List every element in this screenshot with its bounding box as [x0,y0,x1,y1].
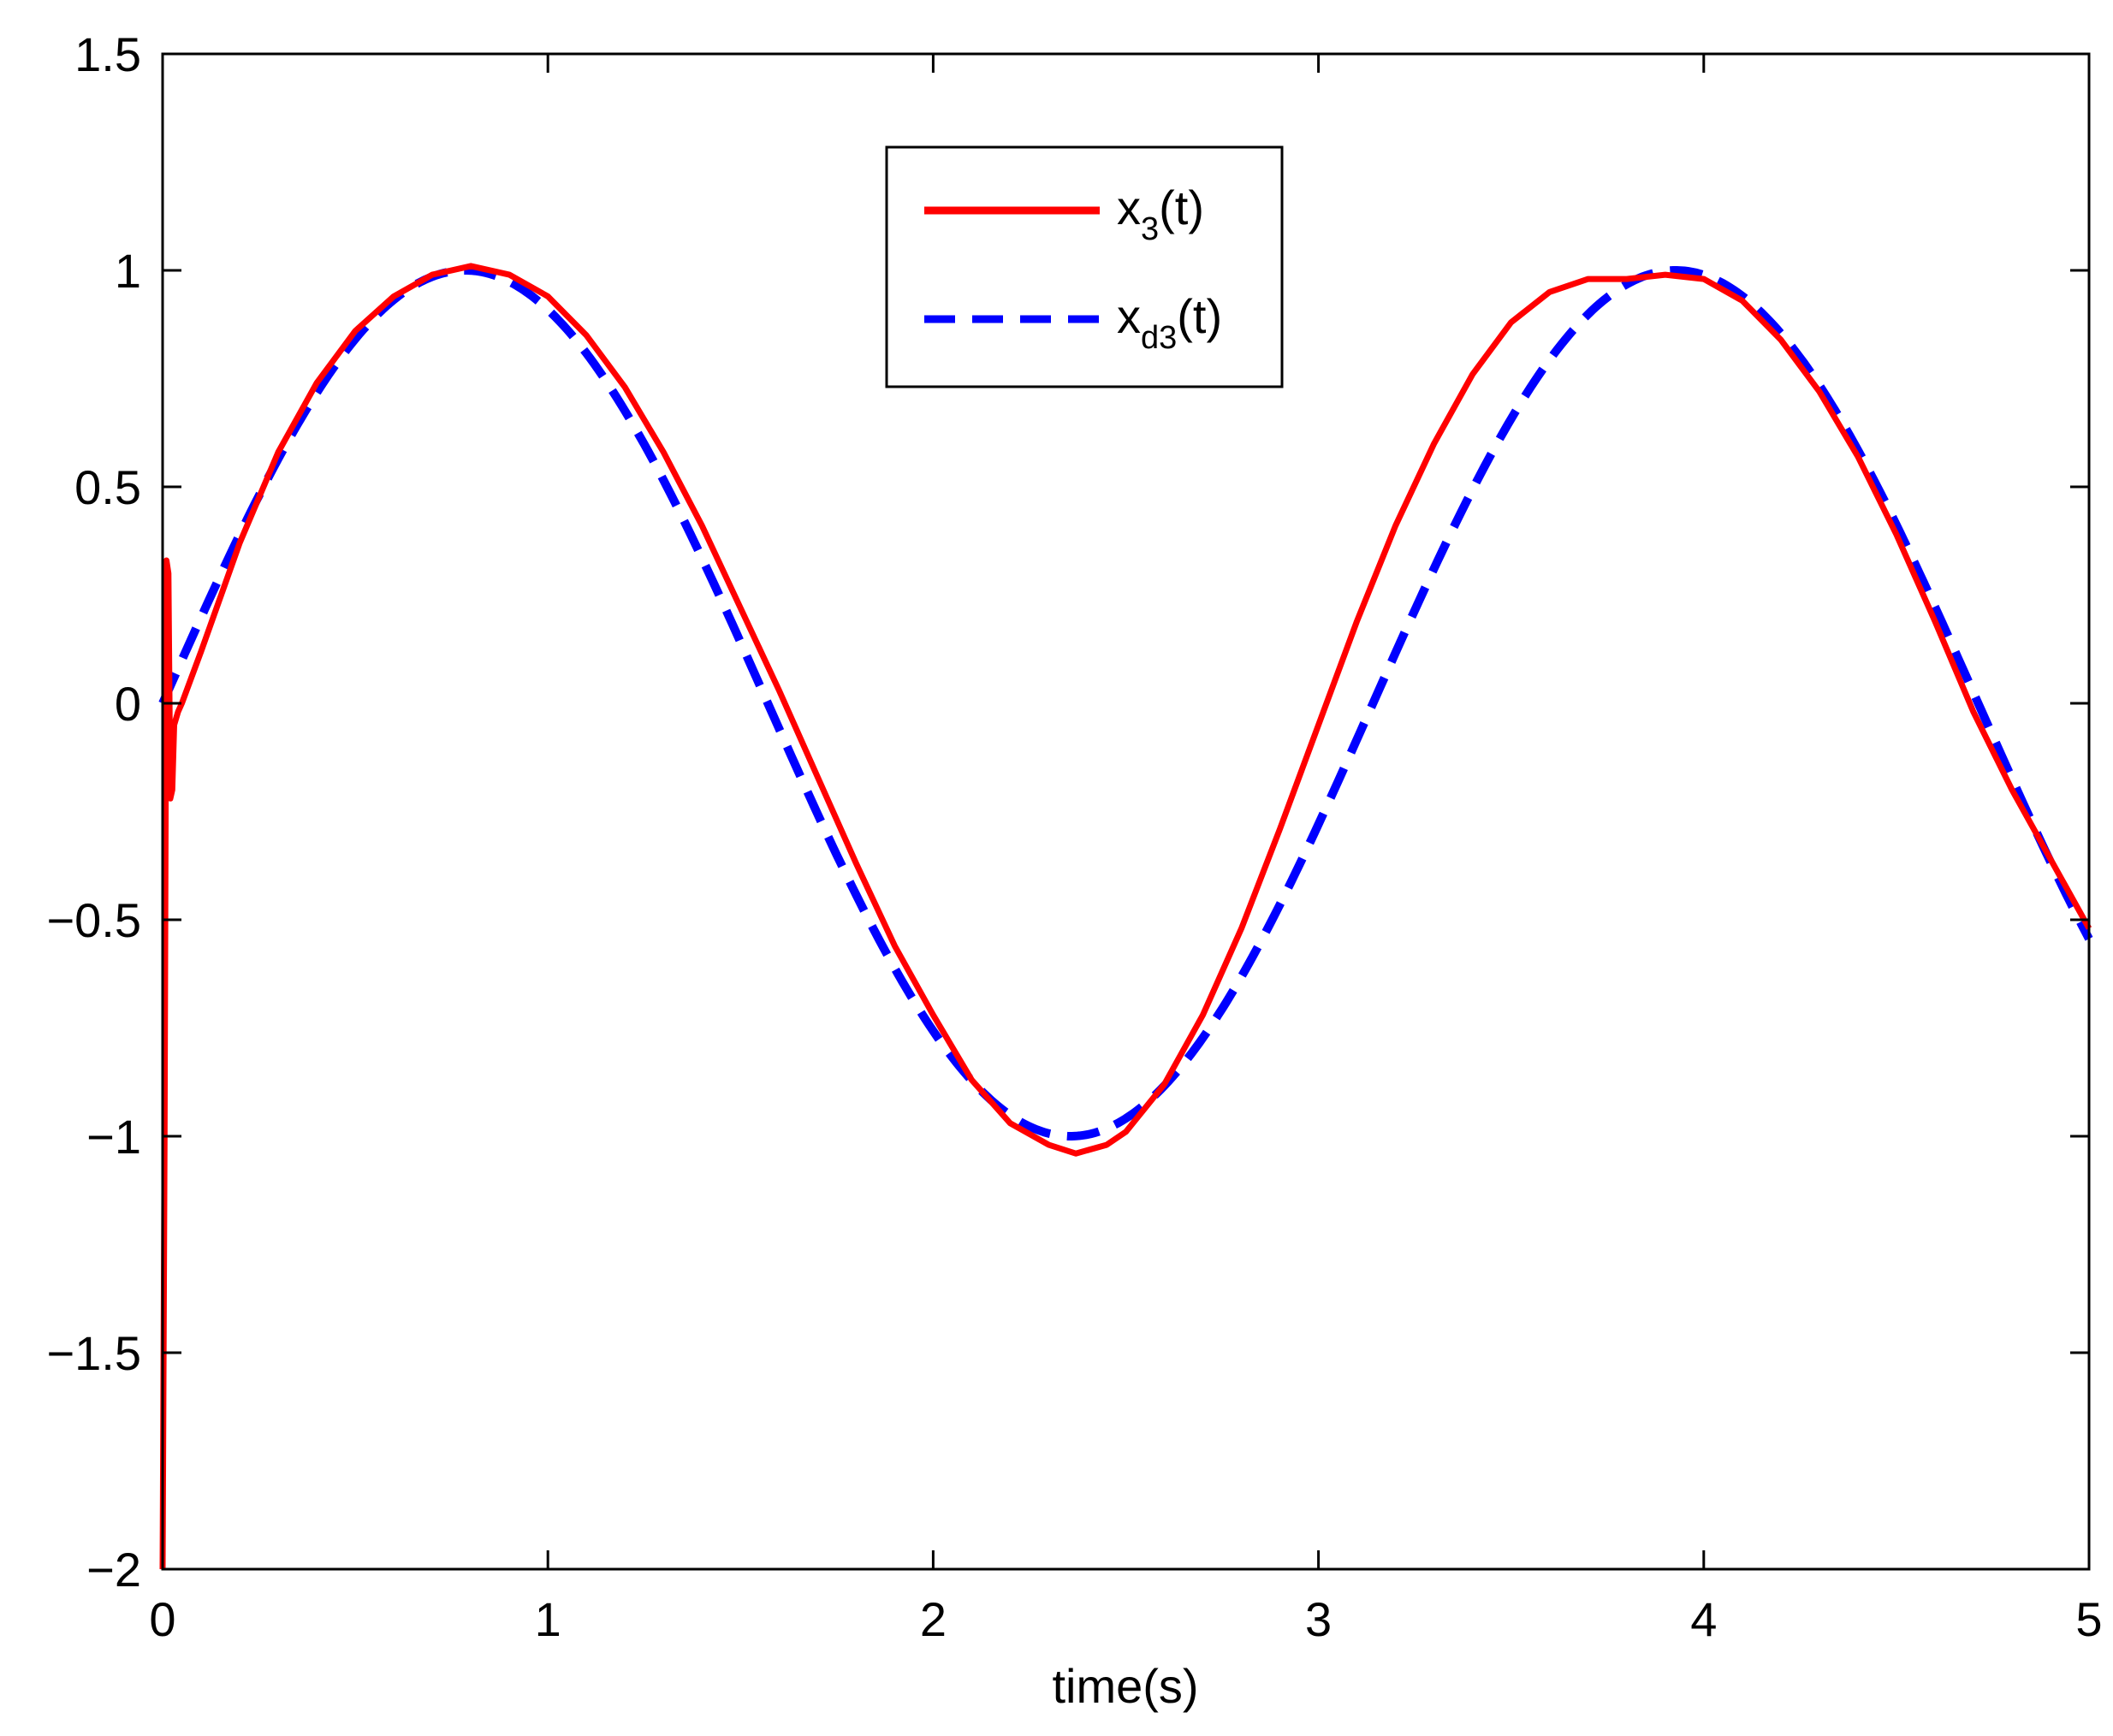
legend-box [885,145,1284,388]
x-tick-label: 1 [535,1592,561,1646]
legend-x3-sub: 3 [1141,211,1159,247]
series-x3-line [159,263,2092,1570]
y-tick-label: 1 [115,244,141,298]
legend-xd3-sub: d3 [1141,320,1177,356]
y-tick-label: 1.5 [74,27,141,81]
legend: x3(t) xd3(t) [885,145,1284,388]
x-tick-label: 0 [149,1592,175,1646]
legend-label-x3: x3(t) [1117,181,1204,247]
y-tick-label: −1.5 [46,1326,141,1380]
y-tick-label: 0 [115,677,141,731]
y-axis: −2 −1.5 −1 −0.5 0 0.5 1 1.5 [46,27,2089,1597]
x-tick-label: 4 [1690,1592,1717,1646]
y-tick-label: −2 [86,1543,141,1597]
legend-x3-main: x [1117,181,1141,234]
x-axis: 0 1 2 3 4 5 [149,54,2103,1646]
y-tick-label: −1 [86,1110,141,1164]
legend-xd3-rest: (t) [1177,289,1222,343]
y-tick-label: −0.5 [46,893,141,947]
legend-label-xd3: xd3(t) [1117,289,1222,356]
y-tick-label: 0.5 [74,460,141,514]
x-tick-label: 5 [2075,1592,2102,1646]
axes-box [161,52,2091,1571]
x-tick-label: 3 [1305,1592,1332,1646]
plot-lines [158,263,2093,1570]
legend-xd3-main: x [1117,289,1141,343]
legend-x3-rest: (t) [1159,181,1204,234]
x-tick-label: 2 [920,1592,947,1646]
series-xd3-line [158,266,2093,1141]
x-axis-label: time(s) [1052,1659,1198,1713]
